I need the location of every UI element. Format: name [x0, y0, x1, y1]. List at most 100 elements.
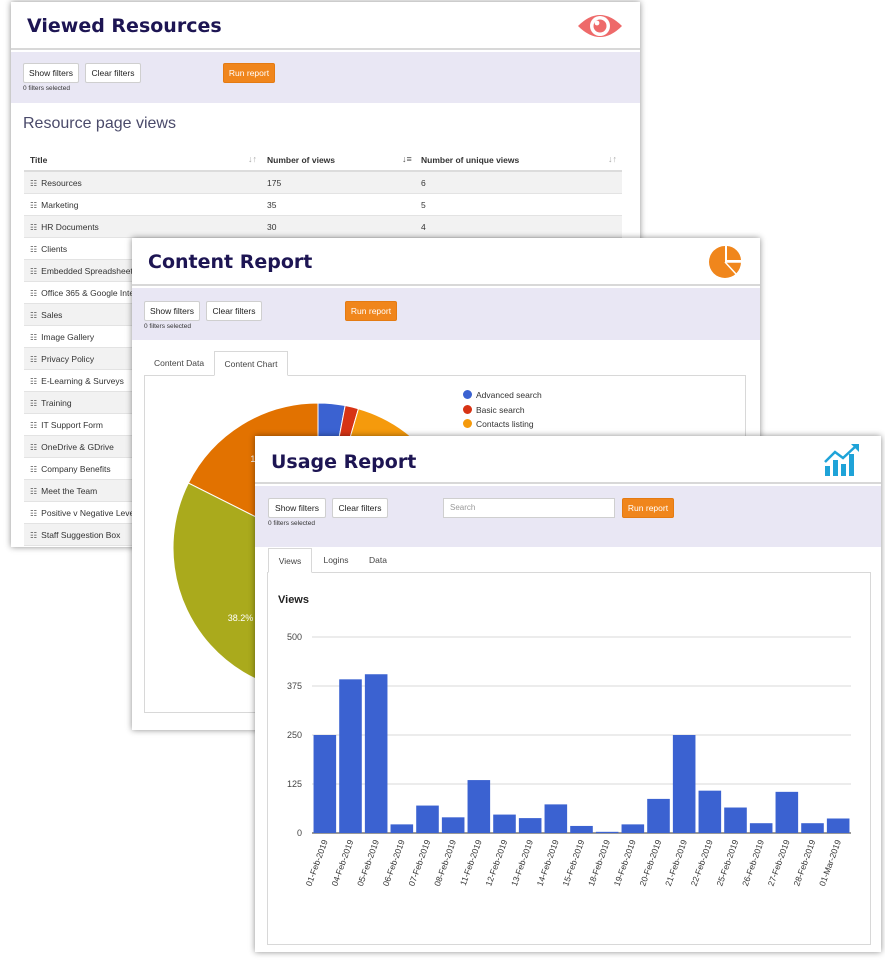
- show-filters-button[interactable]: Show filters: [268, 498, 326, 518]
- trending-chart-icon: [824, 444, 859, 476]
- bar[interactable]: [467, 780, 491, 833]
- bar[interactable]: [390, 824, 414, 833]
- show-filters-button[interactable]: Show filters: [23, 63, 79, 83]
- x-tick-label: 27-Feb-2019: [766, 838, 792, 887]
- bar[interactable]: [698, 790, 722, 833]
- row-title: ☷ Sales: [30, 310, 62, 320]
- legend-label: Basic search: [476, 404, 525, 415]
- table-row[interactable]: ☷ Resources 175 6: [24, 172, 622, 194]
- bar[interactable]: [595, 831, 619, 833]
- bar[interactable]: [544, 804, 568, 833]
- bar[interactable]: [621, 824, 645, 833]
- sort-icon[interactable]: ↓↑: [608, 154, 617, 164]
- row-title-text: Staff Suggestion Box: [41, 530, 121, 540]
- bar[interactable]: [441, 817, 465, 833]
- tab-content-data[interactable]: Content Data: [153, 358, 205, 368]
- sitemap-icon: ☷: [30, 223, 38, 232]
- row-title-text: Training: [41, 398, 72, 408]
- run-report-button[interactable]: Run report: [223, 63, 275, 83]
- row-title: ☷ Company Benefits: [30, 464, 111, 474]
- row-title: ☷ Resources: [30, 178, 82, 188]
- show-filters-button[interactable]: Show filters: [144, 301, 200, 321]
- search-input[interactable]: Search: [443, 498, 615, 518]
- x-tick-label: 01-Mar-2019: [817, 838, 843, 887]
- row-title: ☷ Privacy Policy: [30, 354, 94, 364]
- x-tick-label: 19-Feb-2019: [612, 838, 638, 887]
- bar[interactable]: [313, 735, 337, 833]
- bar[interactable]: [364, 674, 388, 833]
- row-title: ☷ HR Documents: [30, 222, 99, 232]
- content-report-header: Content Report: [132, 238, 760, 286]
- x-tick-label: 21-Feb-2019: [663, 838, 689, 887]
- bar[interactable]: [801, 823, 824, 833]
- row-title-text: Sales: [41, 310, 63, 320]
- sitemap-icon: ☷: [30, 399, 38, 408]
- bar[interactable]: [826, 818, 850, 833]
- table-row[interactable]: ☷ HR Documents 30 4: [24, 216, 622, 238]
- resource-page-views-heading: Resource page views: [23, 115, 176, 132]
- y-tick-label: 125: [287, 779, 302, 789]
- bar[interactable]: [416, 805, 439, 833]
- bar[interactable]: [724, 807, 747, 833]
- row-title: ☷ Embedded Spreadsheet: [30, 266, 133, 276]
- x-tick-label: 26-Feb-2019: [740, 838, 766, 887]
- views-bar-chart: Views 0 125 250 375 500 01-Feb-2019 04-Feb-2019…: [278, 594, 851, 887]
- tab-logins[interactable]: Logins: [323, 555, 349, 565]
- table-row[interactable]: ☷ Marketing 35 5: [24, 194, 622, 216]
- legend-dot-icon: [463, 390, 472, 399]
- x-tick-label: 13-Feb-2019: [509, 838, 535, 887]
- bar[interactable]: [570, 825, 593, 833]
- clear-filters-button[interactable]: Clear filters: [85, 63, 141, 83]
- row-title: ☷ Image Gallery: [30, 332, 94, 342]
- usage-report-title: Usage Report: [271, 451, 417, 473]
- x-tick-label: 12-Feb-2019: [483, 838, 509, 887]
- tab-data[interactable]: Data: [369, 555, 387, 565]
- clear-filters-button[interactable]: Clear filters: [206, 301, 262, 321]
- row-title: ☷ Staff Suggestion Box: [30, 530, 120, 540]
- clear-filters-button[interactable]: Clear filters: [332, 498, 388, 518]
- run-report-button[interactable]: Run report: [622, 498, 674, 518]
- x-tick-label: 18-Feb-2019: [586, 838, 612, 887]
- row-title-text: OneDrive & GDrive: [41, 442, 114, 452]
- bar[interactable]: [749, 823, 773, 833]
- row-title-text: Image Gallery: [41, 332, 95, 342]
- row-title-text: HR Documents: [41, 222, 99, 232]
- sort-icon[interactable]: ↓↑: [248, 154, 257, 164]
- bar[interactable]: [647, 798, 670, 833]
- column-number-of-unique-views[interactable]: Number of unique views: [421, 155, 520, 165]
- legend-item[interactable]: Advanced search: [463, 390, 542, 400]
- row-views: 35: [267, 200, 277, 210]
- bar[interactable]: [775, 791, 799, 833]
- bar[interactable]: [518, 818, 542, 833]
- row-title: ☷ Marketing: [30, 200, 79, 210]
- pie-slice-label: 38.2%: [228, 613, 254, 623]
- content-report-title: Content Report: [148, 251, 313, 273]
- row-title-text: Resources: [41, 178, 82, 188]
- row-title-text: Office 365 & Google Integ: [41, 288, 139, 298]
- sort-desc-icon[interactable]: ↓≡: [402, 154, 412, 164]
- viewed-resources-filterbar: Show filters Clear filters 0 filters sel…: [11, 52, 640, 103]
- x-tick-label: 04-Feb-2019: [329, 838, 355, 887]
- pie-chart-icon: [709, 246, 741, 278]
- bar[interactable]: [339, 679, 362, 833]
- legend-item[interactable]: Basic search: [463, 404, 525, 415]
- row-title-text: Clients: [41, 244, 68, 254]
- column-title[interactable]: Title: [30, 155, 48, 165]
- run-report-button[interactable]: Run report: [345, 301, 397, 321]
- usage-report-header: Usage Report: [255, 436, 881, 484]
- sitemap-icon: ☷: [30, 289, 38, 298]
- sitemap-icon: ☷: [30, 487, 38, 496]
- bar[interactable]: [493, 814, 516, 833]
- eye-icon: [578, 15, 622, 37]
- tab-views[interactable]: Views: [268, 548, 312, 573]
- row-title: ☷ Clients: [30, 244, 67, 254]
- filters-selected-text: 0 filters selected: [268, 520, 315, 527]
- bar[interactable]: [672, 735, 696, 833]
- usage-report-filterbar: Show filters Clear filters 0 filters sel…: [255, 486, 881, 547]
- row-title: ☷ Positive v Negative Leve: [30, 508, 134, 518]
- row-title-text: Meet the Team: [41, 486, 98, 496]
- tab-content-chart[interactable]: Content Chart: [214, 351, 288, 376]
- column-number-of-views[interactable]: Number of views: [267, 155, 336, 165]
- x-tick-label: 07-Feb-2019: [406, 838, 432, 887]
- legend-item[interactable]: Contacts listing: [463, 419, 534, 429]
